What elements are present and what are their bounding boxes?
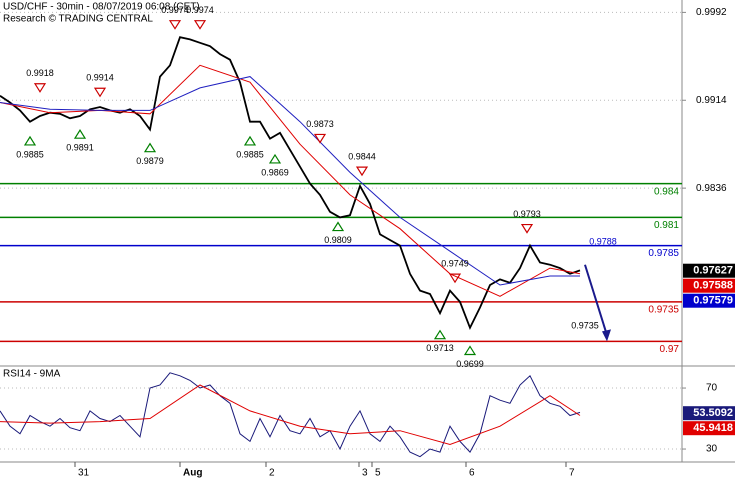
x-tick-label: 7 bbox=[569, 468, 575, 479]
x-tick-label: 3 bbox=[362, 468, 368, 479]
down-marker bbox=[33, 83, 47, 93]
value-tag bbox=[683, 293, 735, 308]
value-tag-label: 0.97627 bbox=[693, 265, 733, 277]
level-label: 0.97 bbox=[660, 344, 680, 355]
annotation-label: 0.9885 bbox=[236, 149, 264, 159]
y-tick-label: 0.9836 bbox=[696, 183, 727, 194]
value-tag-label: 0.97588 bbox=[693, 280, 733, 292]
series-line bbox=[0, 36, 581, 331]
series-line bbox=[0, 372, 581, 458]
forecast-arrowhead bbox=[602, 329, 611, 342]
y-tick-label: 0.9992 bbox=[696, 7, 727, 18]
rsi-title: RSI14 - 9MA bbox=[3, 369, 61, 380]
down-marker bbox=[520, 223, 534, 234]
value-tag bbox=[683, 421, 735, 436]
level-label: 0.9785 bbox=[648, 248, 679, 259]
annotation-label: 0.9699 bbox=[456, 359, 484, 369]
up-marker bbox=[23, 135, 37, 146]
level-label: 0.9735 bbox=[648, 305, 679, 316]
annotation-label: 0.9735 bbox=[571, 320, 599, 330]
forecast-arrow bbox=[584, 264, 608, 336]
up-marker bbox=[143, 142, 157, 153]
level-label: 0.984 bbox=[654, 186, 679, 197]
up-marker bbox=[243, 135, 257, 146]
annotation-label: 0.9749 bbox=[441, 259, 469, 269]
up-marker bbox=[73, 129, 87, 139]
down-marker bbox=[313, 133, 327, 144]
x-tick-label: 6 bbox=[469, 468, 475, 479]
y-tick-label: 70 bbox=[706, 383, 718, 394]
down-marker bbox=[355, 166, 369, 177]
level-label: 0.981 bbox=[654, 220, 679, 231]
down-marker bbox=[93, 87, 107, 98]
y-tick-label: 0.9914 bbox=[696, 95, 727, 106]
chart-subtitle: Research © TRADING CENTRAL bbox=[3, 14, 153, 25]
annotation-label: 0.9974 bbox=[161, 5, 189, 15]
annotation-label: 0.9809 bbox=[324, 235, 352, 245]
y-tick-label: 30 bbox=[706, 444, 718, 455]
series-line bbox=[0, 384, 581, 446]
annotation-label: 0.9974 bbox=[186, 5, 214, 15]
value-tag-label: 53.5092 bbox=[693, 407, 733, 419]
up-marker bbox=[268, 153, 282, 164]
down-marker bbox=[193, 20, 207, 30]
series-line bbox=[0, 76, 580, 286]
up-marker bbox=[433, 329, 447, 340]
annotation-label: 0.9891 bbox=[66, 143, 94, 153]
value-tag bbox=[683, 263, 735, 278]
down-marker bbox=[168, 20, 182, 30]
annotation-label: 0.9873 bbox=[306, 119, 334, 129]
chart-title: USD/CHF - 30min - 08/07/2019 06:08 (CET) bbox=[3, 2, 200, 13]
x-tick-label: 5 bbox=[375, 468, 381, 479]
annotation-label: 0.9918 bbox=[26, 68, 54, 78]
x-tick-label: 2 bbox=[269, 468, 275, 479]
up-marker bbox=[463, 345, 477, 356]
x-tick-label: Aug bbox=[183, 468, 202, 479]
annotation-label: 0.9914 bbox=[86, 73, 114, 83]
up-marker bbox=[331, 221, 345, 232]
value-tag-label: 0.97579 bbox=[693, 295, 733, 307]
value-tag bbox=[683, 406, 735, 421]
annotation-label: 0.9788 bbox=[589, 237, 617, 247]
value-tag-label: 45.9418 bbox=[693, 422, 733, 434]
annotation-label: 0.9793 bbox=[513, 209, 541, 219]
value-tag bbox=[683, 278, 735, 293]
annotation-label: 0.9844 bbox=[348, 151, 376, 161]
annotation-label: 0.9869 bbox=[261, 167, 289, 177]
down-marker bbox=[448, 273, 462, 284]
annotation-label: 0.9713 bbox=[426, 343, 454, 353]
annotation-label: 0.9879 bbox=[136, 156, 164, 166]
annotation-label: 0.9885 bbox=[16, 149, 44, 159]
x-tick-label: 31 bbox=[78, 468, 90, 479]
